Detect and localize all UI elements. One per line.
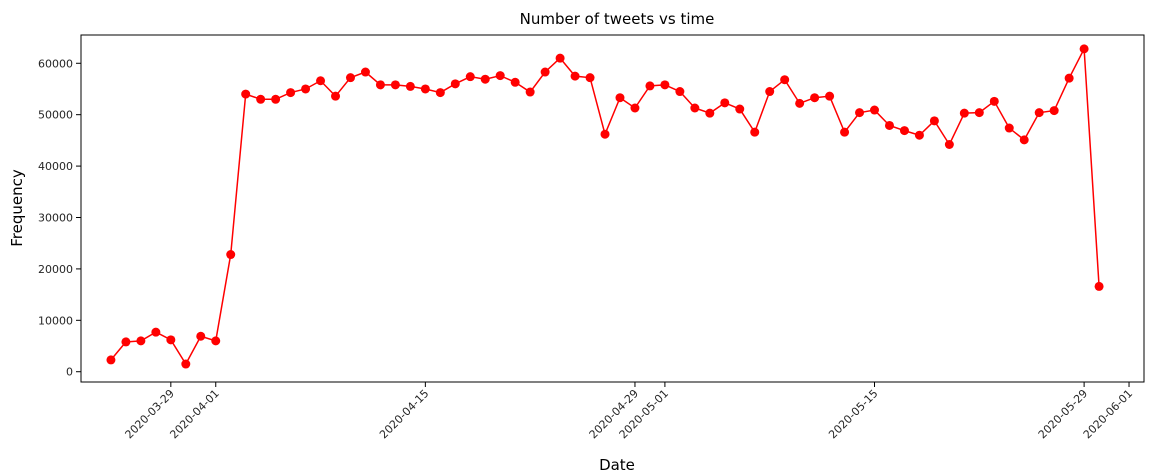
data-point	[959, 108, 969, 118]
y-axis-label: Frequency	[8, 169, 26, 247]
data-point	[1004, 123, 1014, 133]
data-point	[974, 108, 984, 118]
data-point	[525, 87, 535, 97]
data-point	[151, 327, 161, 337]
data-point	[136, 336, 146, 346]
data-point	[914, 130, 924, 140]
data-point	[765, 87, 775, 97]
y-tick-label: 10000	[38, 314, 73, 327]
data-point	[450, 79, 460, 89]
data-point	[1079, 44, 1089, 54]
data-point	[630, 103, 640, 113]
data-point	[211, 336, 221, 346]
data-point	[825, 91, 835, 101]
data-point	[301, 84, 311, 94]
data-point	[1064, 73, 1074, 83]
data-point	[510, 77, 520, 87]
data-point	[645, 81, 655, 91]
data-point	[345, 73, 355, 83]
data-point	[600, 129, 610, 139]
data-point	[405, 81, 415, 91]
data-point	[750, 127, 760, 137]
data-point	[810, 93, 820, 103]
y-tick-label: 20000	[38, 263, 73, 276]
data-point	[944, 139, 954, 149]
series-points	[106, 44, 1104, 369]
data-point	[331, 91, 341, 101]
data-point	[1094, 281, 1104, 291]
data-point	[196, 331, 206, 341]
data-point	[555, 53, 565, 63]
data-point	[720, 98, 730, 108]
data-point	[870, 105, 880, 115]
y-tick-label: 60000	[38, 57, 73, 70]
data-point	[1034, 108, 1044, 118]
data-point	[435, 88, 445, 98]
data-point	[271, 94, 281, 104]
data-point	[106, 355, 116, 365]
data-point	[465, 72, 475, 82]
data-point	[780, 75, 790, 85]
data-point	[181, 359, 191, 369]
y-tick-label: 50000	[38, 109, 73, 122]
data-point	[989, 96, 999, 106]
data-point	[540, 67, 550, 77]
data-point	[585, 73, 595, 83]
x-tick-label: 2020-05-15	[826, 387, 880, 441]
data-point	[570, 71, 580, 81]
y-axis: 0 10000 20000 30000 40000 50000 60000	[38, 57, 81, 379]
data-point	[660, 80, 670, 90]
data-point	[675, 87, 685, 97]
chart-title: Number of tweets vs time	[520, 10, 715, 28]
data-point	[121, 337, 131, 347]
data-point	[795, 98, 805, 108]
data-point	[286, 88, 296, 98]
data-point	[241, 89, 251, 99]
data-point	[840, 127, 850, 137]
y-tick-label: 0	[66, 366, 73, 379]
x-axis-label: Date	[599, 456, 635, 474]
plot-frame	[80, 34, 1145, 383]
data-point	[390, 80, 400, 90]
data-point	[375, 80, 385, 90]
data-point	[929, 116, 939, 126]
data-point	[226, 250, 236, 260]
data-point	[690, 103, 700, 113]
data-point	[615, 93, 625, 103]
data-point	[735, 104, 745, 114]
data-point	[316, 76, 326, 86]
data-point	[480, 74, 490, 84]
data-point	[855, 108, 865, 118]
data-point	[495, 71, 505, 81]
data-point	[166, 335, 176, 345]
data-point	[1019, 135, 1029, 145]
data-point	[256, 94, 266, 104]
x-tick-label: 2020-04-15	[377, 387, 431, 441]
y-tick-label: 40000	[38, 160, 73, 173]
data-point	[1049, 106, 1059, 116]
data-point	[884, 120, 894, 130]
data-point	[705, 108, 715, 118]
data-point	[420, 84, 430, 94]
y-tick-label: 30000	[38, 211, 73, 224]
data-point	[360, 67, 370, 77]
data-point	[899, 126, 909, 136]
